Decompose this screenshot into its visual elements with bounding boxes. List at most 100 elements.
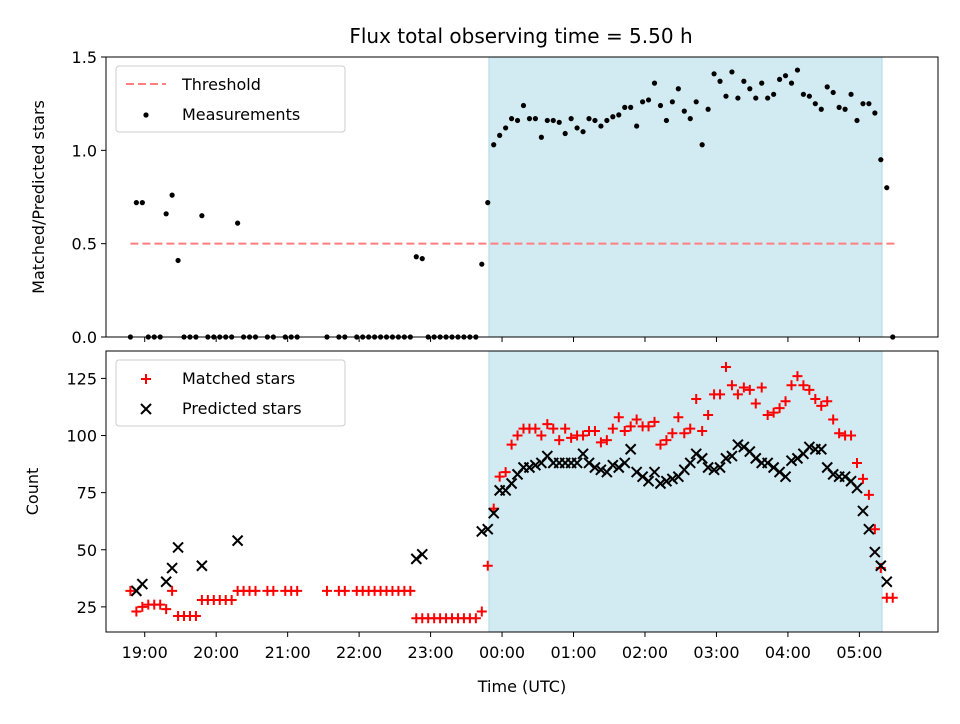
measurement-point [860, 101, 866, 107]
x-axis-label: Time (UTC) [477, 677, 566, 696]
measurement-point [645, 97, 652, 103]
predicted-stars-point [708, 464, 720, 476]
predicted-stars-point [779, 470, 792, 483]
matched-stars-point [726, 380, 737, 391]
matched-stars-point [548, 423, 559, 434]
measurement-point [884, 185, 890, 191]
measurement-point [753, 95, 759, 101]
measurement-point [610, 114, 616, 120]
matched-stars-point [744, 384, 755, 395]
measurement-point [592, 117, 598, 124]
measurement-point [568, 116, 574, 122]
x-tick-label: 03:00 [693, 643, 739, 662]
matched-stars-point [643, 421, 654, 432]
measurement-point [741, 78, 747, 84]
matched-stars-point [339, 585, 350, 596]
matched-stars-point [703, 409, 714, 420]
predicted-stars-point [166, 562, 178, 574]
measurement-point [836, 104, 842, 110]
measurement-point [788, 80, 795, 86]
matched-stars-point [738, 382, 749, 393]
x-tick-label: 23:00 [408, 643, 454, 662]
measurement-point [824, 84, 830, 90]
predicted-stars-point [815, 443, 827, 455]
legend-measurements-swatch [143, 112, 149, 118]
measurement-point [526, 116, 533, 122]
measurement-point [681, 108, 687, 114]
matched-stars-point [792, 371, 803, 382]
matched-stars-point [190, 611, 201, 622]
predicted-stars-point [231, 534, 244, 547]
y-tick-label: 1.0 [72, 141, 97, 160]
measurement-point [711, 71, 717, 77]
measurement-point [497, 132, 503, 138]
legend-threshold-label: Threshold [181, 75, 261, 94]
matched-stars-point [125, 585, 136, 596]
matched-stars-point [756, 382, 767, 393]
measurement-point [550, 117, 556, 124]
matched-stars-point [554, 435, 565, 446]
predicted-stars-point [196, 560, 208, 572]
matched-stars-point [619, 425, 630, 436]
measurement-point [854, 117, 860, 124]
matched-stars-point [470, 613, 481, 624]
measurement-point [485, 200, 491, 206]
predicted-stars-point [660, 475, 673, 487]
matched-stars-point [887, 592, 898, 603]
predicted-stars-point [863, 523, 875, 535]
predicted-stars-point [571, 457, 583, 469]
matched-stars-point [607, 423, 618, 434]
matched-stars-point [405, 585, 416, 596]
x-tick-label: 00:00 [479, 643, 525, 662]
predicted-stars-point [136, 578, 149, 590]
bottom-panel: 25 50 75 100 125 19:00 20:00 21:00 22:00 23:00 00:… [23, 350, 939, 696]
y-axis-label: Count [23, 468, 42, 516]
predicted-stars-point [529, 459, 542, 471]
matched-stars-point [685, 423, 696, 434]
predicted-stars-point [803, 441, 816, 453]
matched-stars-point [810, 393, 821, 404]
x-tick-label: 04:00 [765, 643, 811, 662]
matched-stars-point [768, 407, 779, 418]
matched-stars-point [226, 595, 237, 606]
measurement-point [235, 220, 241, 226]
predicted-stars-point [702, 461, 714, 474]
predicted-stars-point [523, 461, 536, 474]
measurement-point [812, 101, 818, 107]
predicted-stars-point [476, 525, 488, 538]
measurement-point [848, 91, 854, 97]
predicted-stars-point [624, 443, 637, 455]
observing-window-shade [488, 351, 883, 632]
top-panel: 0.0 0.5 1.0 1.5 Matched/Predicted stars Thres… [29, 48, 939, 347]
measurement-point [776, 76, 783, 82]
y-tick-label: 75 [77, 484, 97, 503]
matched-stars-point [161, 604, 172, 615]
matched-stars-point [750, 398, 761, 409]
measurement-point [771, 91, 777, 97]
measurement-point [735, 95, 741, 101]
predicted-stars-point [684, 457, 696, 469]
measurement-point [532, 116, 539, 122]
measurement-point [687, 116, 693, 122]
measurement-point [782, 73, 789, 79]
measurement-point [699, 142, 705, 148]
x-tick-label: 02:00 [622, 643, 668, 662]
matched-stars-point [137, 601, 148, 612]
measurement-point [479, 261, 485, 267]
matched-stars-point [625, 421, 636, 432]
legend-box [115, 65, 346, 133]
measurement-point [723, 93, 729, 99]
measurement-point [199, 213, 205, 219]
measurement-point [640, 99, 646, 105]
predicted-stars-point [785, 454, 798, 467]
measurement-point [866, 101, 872, 107]
measurement-point [747, 86, 753, 92]
x-tick-label: 20:00 [193, 643, 239, 662]
matched-stars-point [780, 396, 791, 407]
matched-stars-point [578, 430, 589, 441]
matched-stars-point [631, 414, 642, 425]
y-axis-label: Matched/Predicted stars [29, 100, 48, 294]
predicted-stars-point [654, 477, 667, 490]
measurement-point [163, 211, 169, 217]
matched-stars-point [697, 425, 708, 436]
